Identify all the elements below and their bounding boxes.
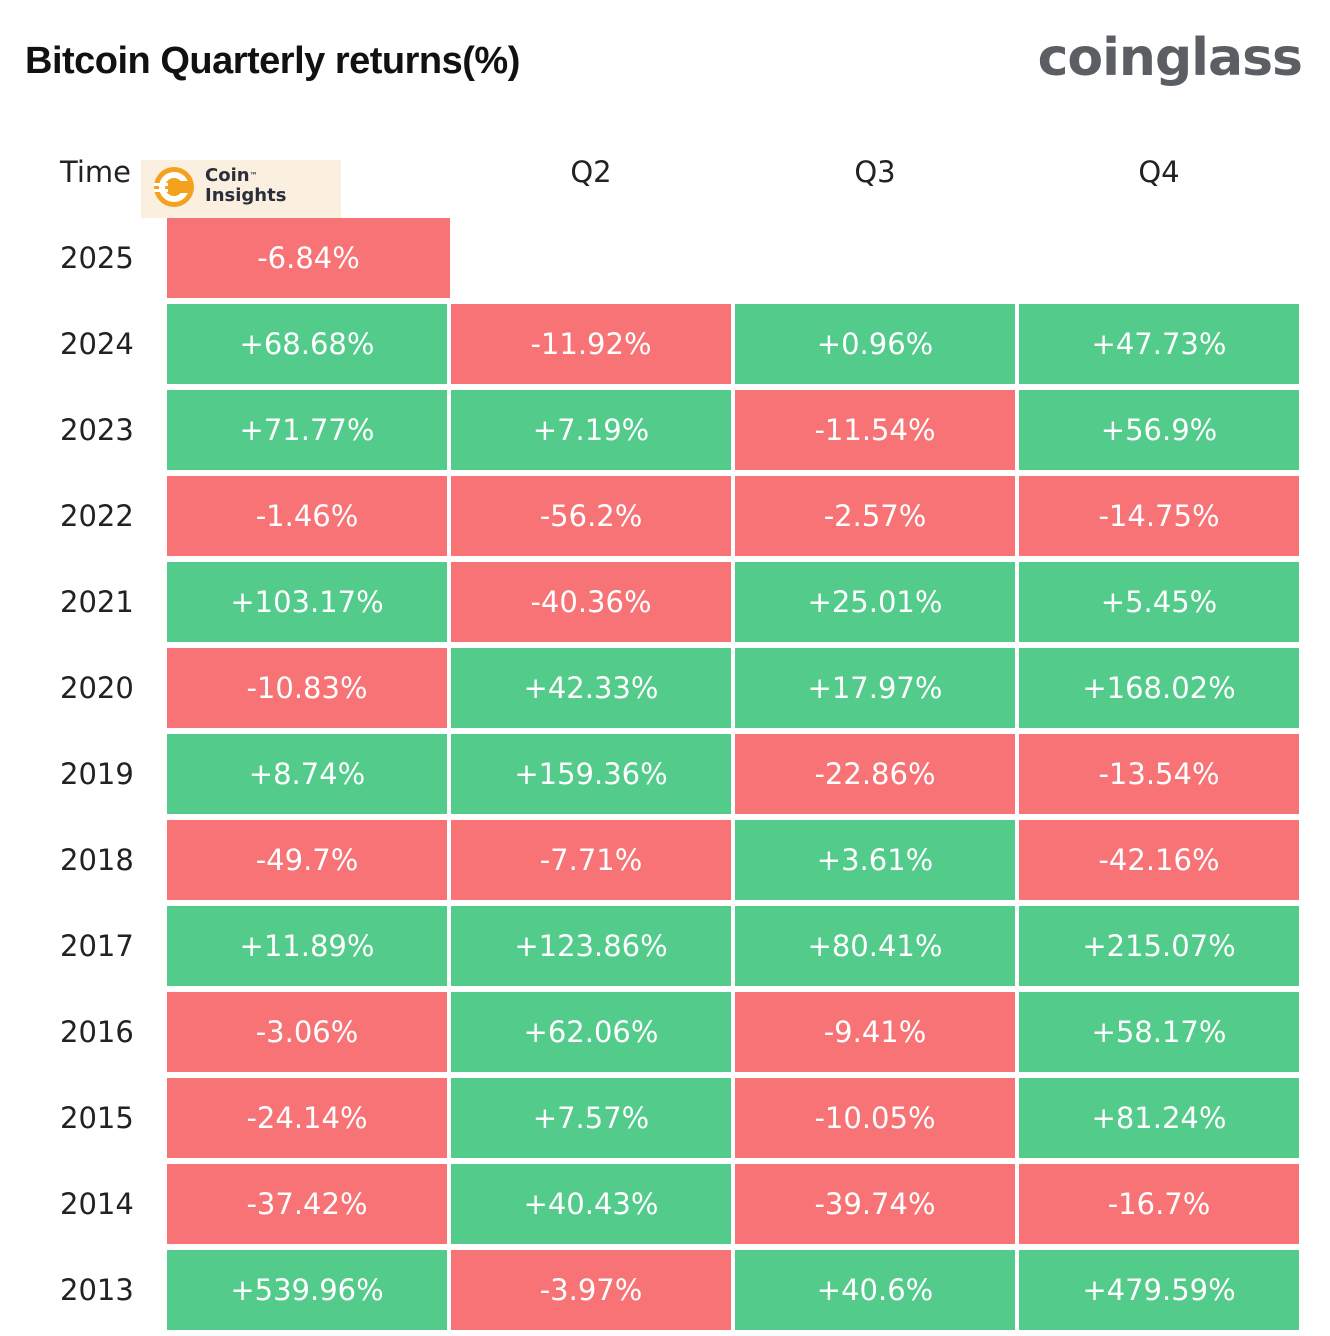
return-cell-2013-q3: +40.6% [735, 1250, 1015, 1330]
column-header-q4: Q4 [1138, 155, 1180, 189]
return-cell-2013-q2: -3.97% [451, 1250, 731, 1330]
return-cell-2018-q4: -42.16% [1019, 820, 1299, 900]
return-cell-2015-q4: +81.24% [1019, 1078, 1299, 1158]
return-cell-2014-q2: +40.43% [451, 1164, 731, 1244]
return-cell-2014-q1: -37.42% [167, 1164, 447, 1244]
return-cell-2025-q1: -6.84% [167, 218, 450, 298]
return-cell-2014-q4: -16.7% [1019, 1164, 1299, 1244]
return-cell-2014-q3: -39.74% [735, 1164, 1015, 1244]
return-cell-2023-q1: +71.77% [167, 390, 447, 470]
chart-title: Bitcoin Quarterly returns(%) [25, 40, 520, 82]
coinglass-logo: coinglass [1037, 28, 1303, 88]
return-cell-2020-q2: +42.33% [451, 648, 731, 728]
return-cell-2022-q4: -14.75% [1019, 476, 1299, 556]
return-cell-2019-q3: -22.86% [735, 734, 1015, 814]
year-label-2017: 2017 [60, 929, 134, 963]
return-cell-2017-q3: +80.41% [735, 906, 1015, 986]
return-cell-2016-q3: -9.41% [735, 992, 1015, 1072]
coin-insights-watermark: Coin™ Insights [141, 160, 341, 218]
column-header-q2: Q2 [570, 155, 612, 189]
year-label-2018: 2018 [60, 843, 134, 877]
return-cell-2019-q4: -13.54% [1019, 734, 1299, 814]
return-cell-2017-q4: +215.07% [1019, 906, 1299, 986]
return-cell-2016-q1: -3.06% [167, 992, 447, 1072]
return-cell-2019-q2: +159.36% [451, 734, 731, 814]
year-label-2020: 2020 [60, 671, 134, 705]
return-cell-2024-q2: -11.92% [451, 304, 731, 384]
return-cell-2013-q4: +479.59% [1019, 1250, 1299, 1330]
year-label-2014: 2014 [60, 1187, 134, 1221]
year-label-2013: 2013 [60, 1273, 134, 1307]
year-label-2023: 2023 [60, 413, 134, 447]
return-cell-2021-q2: -40.36% [451, 562, 731, 642]
watermark-coin-text: Coin [205, 165, 250, 186]
year-label-2019: 2019 [60, 757, 134, 791]
return-cell-2021-q4: +5.45% [1019, 562, 1299, 642]
return-cell-2021-q1: +103.17% [167, 562, 447, 642]
return-cell-2018-q2: -7.71% [451, 820, 731, 900]
return-cell-2024-q3: +0.96% [735, 304, 1015, 384]
year-label-2025: 2025 [60, 241, 134, 275]
return-cell-2024-q1: +68.68% [167, 304, 447, 384]
year-label-2022: 2022 [60, 499, 134, 533]
coin-insights-logo-icon [154, 167, 194, 207]
return-cell-2017-q1: +11.89% [167, 906, 447, 986]
return-cell-2020-q3: +17.97% [735, 648, 1015, 728]
return-cell-2017-q2: +123.86% [451, 906, 731, 986]
year-label-2016: 2016 [60, 1015, 134, 1049]
return-cell-2015-q1: -24.14% [167, 1078, 447, 1158]
year-label-2021: 2021 [60, 585, 134, 619]
return-cell-2015-q2: +7.57% [451, 1078, 731, 1158]
column-header-q3: Q3 [854, 155, 896, 189]
return-cell-2020-q1: -10.83% [167, 648, 447, 728]
time-column-header: Time [60, 155, 131, 189]
return-cell-2016-q2: +62.06% [451, 992, 731, 1072]
return-cell-2023-q4: +56.9% [1019, 390, 1299, 470]
return-cell-2024-q4: +47.73% [1019, 304, 1299, 384]
return-cell-2019-q1: +8.74% [167, 734, 447, 814]
return-cell-2016-q4: +58.17% [1019, 992, 1299, 1072]
return-cell-2022-q1: -1.46% [167, 476, 447, 556]
return-cell-2020-q4: +168.02% [1019, 648, 1299, 728]
return-cell-2023-q2: +7.19% [451, 390, 731, 470]
return-cell-2013-q1: +539.96% [167, 1250, 447, 1330]
watermark-trademark: ™ [249, 171, 258, 180]
year-label-2024: 2024 [60, 327, 134, 361]
return-cell-2023-q3: -11.54% [735, 390, 1015, 470]
year-label-2015: 2015 [60, 1101, 134, 1135]
return-cell-2022-q2: -56.2% [451, 476, 731, 556]
return-cell-2018-q1: -49.7% [167, 820, 447, 900]
return-cell-2015-q3: -10.05% [735, 1078, 1015, 1158]
return-cell-2021-q3: +25.01% [735, 562, 1015, 642]
return-cell-2022-q3: -2.57% [735, 476, 1015, 556]
return-cell-2018-q3: +3.61% [735, 820, 1015, 900]
watermark-insights-text: Insights [205, 185, 287, 206]
